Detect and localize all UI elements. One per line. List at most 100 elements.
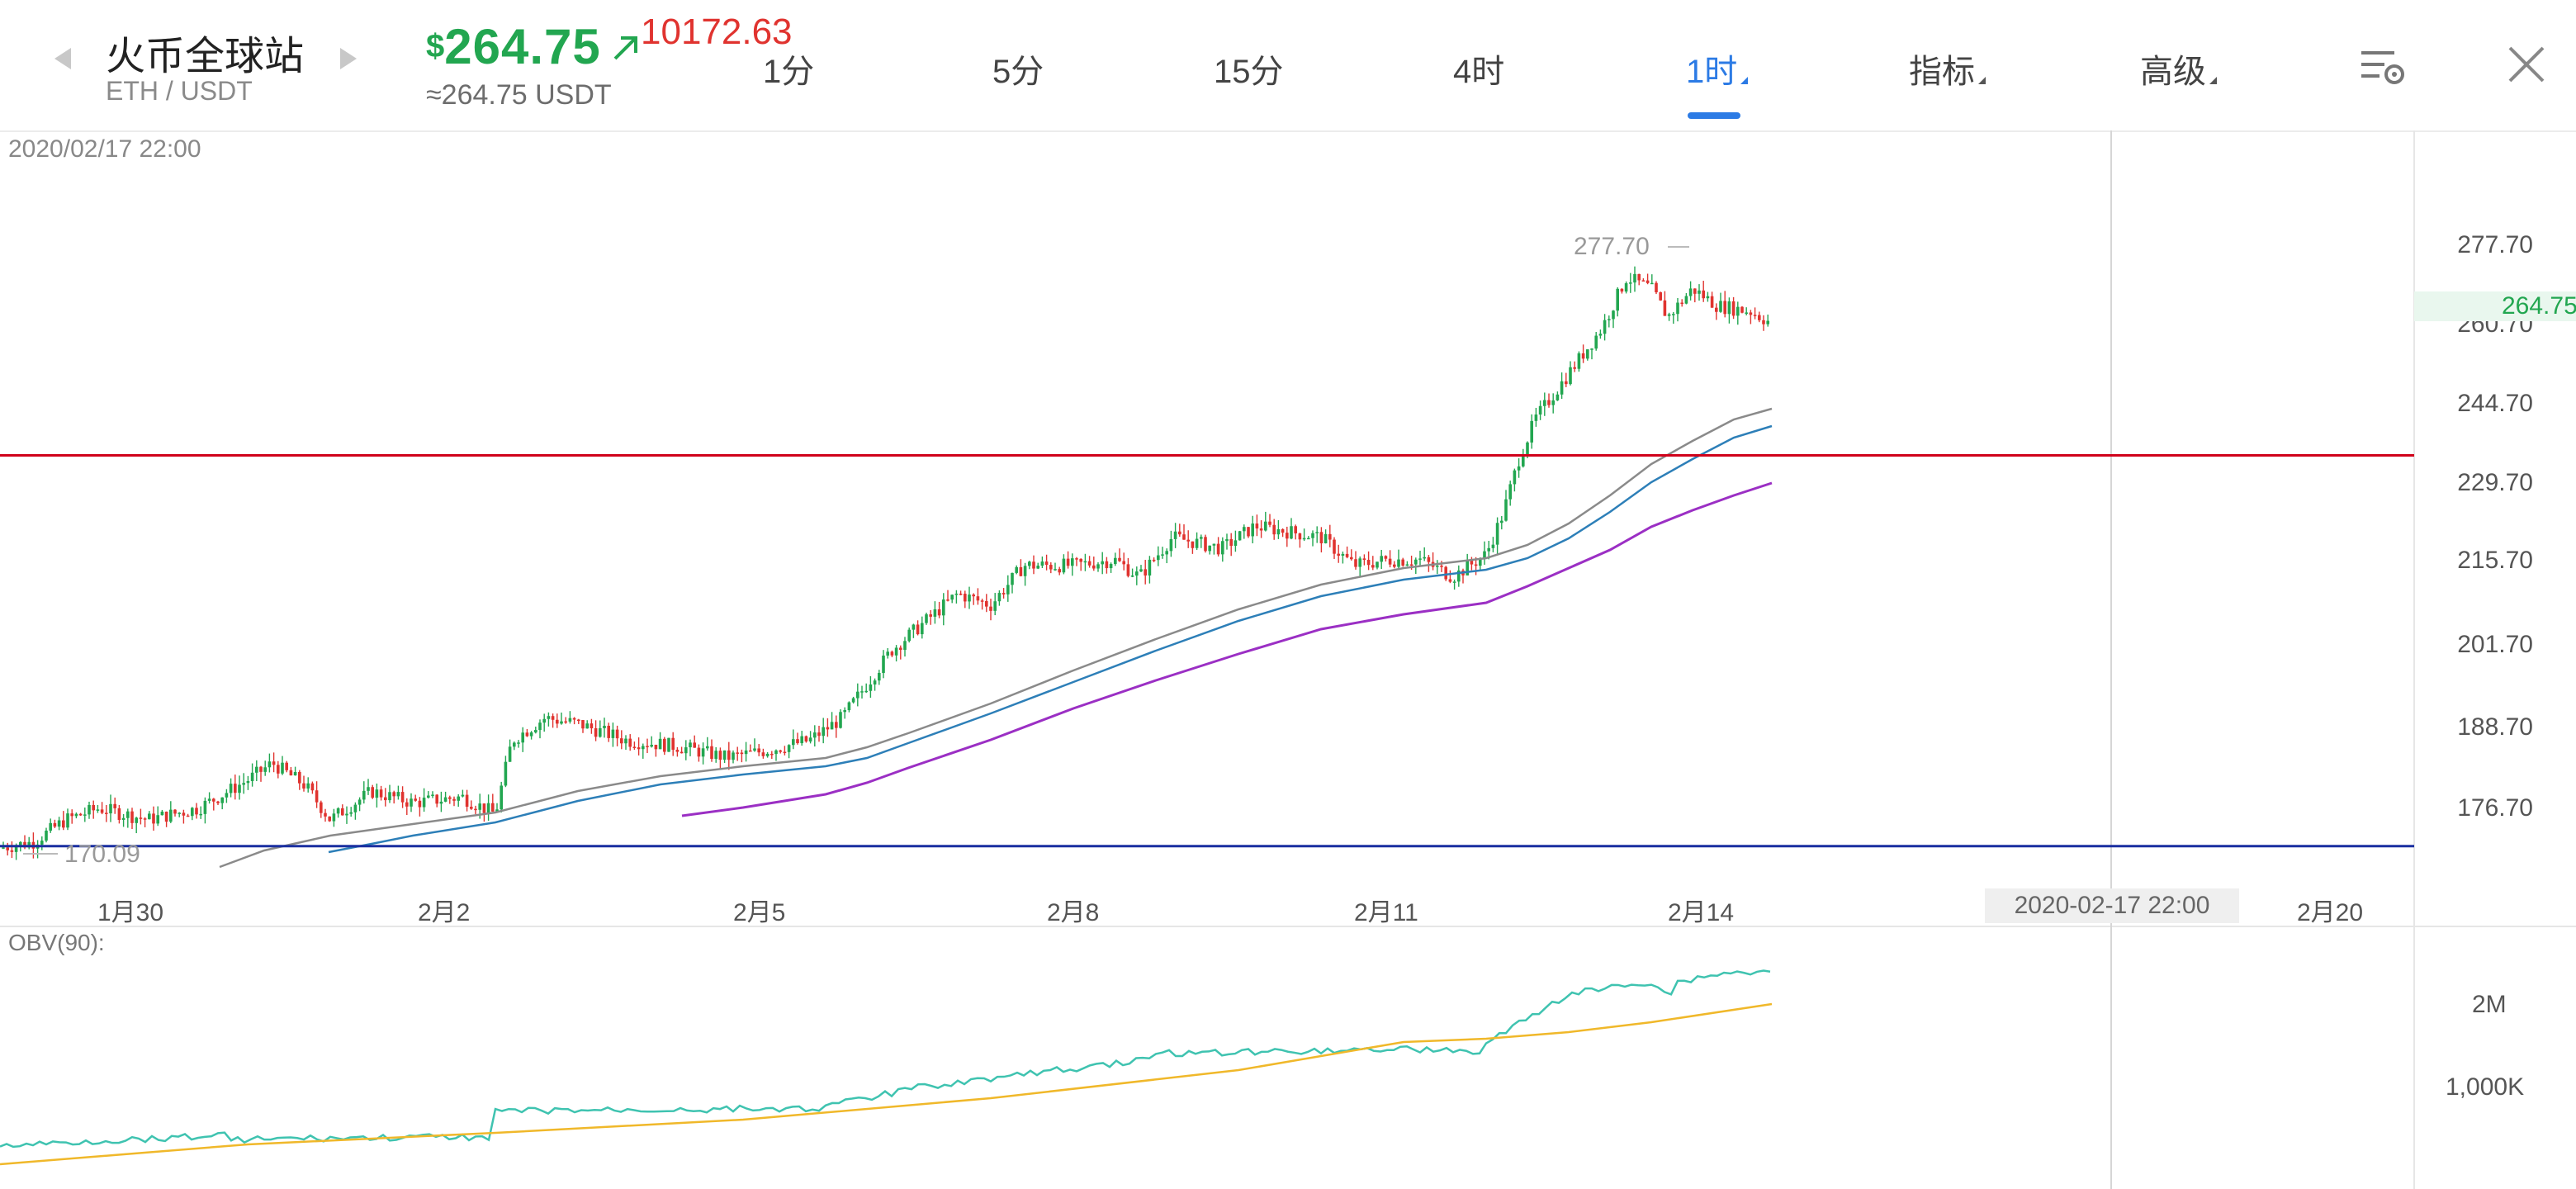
candle-body (1393, 564, 1396, 567)
candle-body (822, 727, 825, 737)
candle-body (1569, 367, 1572, 385)
prev-pair-arrow-icon[interactable] (54, 48, 71, 69)
candle-body (980, 600, 984, 602)
candle-body (804, 736, 808, 741)
approx-price: ≈264.75 USDT (426, 79, 612, 111)
candle-body (800, 736, 803, 744)
candle-body (521, 732, 524, 743)
candle-body (843, 710, 846, 713)
candle-body (1083, 561, 1087, 563)
candle-body (1290, 526, 1293, 539)
candle-body (1135, 571, 1139, 576)
candle-body (1054, 569, 1057, 571)
date-axis-tick: 2月2 (418, 899, 471, 926)
candle-body (689, 742, 692, 748)
candle-body (10, 850, 14, 852)
candle-body (1002, 593, 1006, 594)
tab-4hour[interactable]: 4时 (1453, 45, 1504, 92)
chart-settings-icon[interactable] (2358, 45, 2411, 91)
date-axis-tick: 2月20 (2297, 899, 2364, 926)
next-pair-arrow-icon[interactable] (340, 48, 357, 69)
candle-body (195, 808, 198, 815)
candle-body (1427, 557, 1431, 562)
candle-body (1466, 561, 1469, 576)
candle-body (744, 750, 748, 755)
tab-1hour[interactable]: 1时 (1686, 45, 1749, 92)
header-bar: 火币全球站 ETH / USDT $264.75 10172.63 ≈264.7… (0, 0, 2576, 132)
candle-body (178, 812, 181, 814)
candle-body (1573, 367, 1576, 369)
candle-body (285, 762, 288, 770)
candle-body (345, 813, 348, 816)
candle-body (590, 723, 594, 729)
candle-body (1418, 558, 1422, 560)
candle-body (1178, 531, 1181, 535)
candle-body (478, 803, 481, 810)
price-axis-tick: 188.70 (2457, 713, 2533, 741)
candle-body (27, 841, 31, 848)
candle-body (173, 809, 177, 814)
candle-body (1586, 349, 1589, 359)
tab-advanced[interactable]: 高级 (2140, 45, 2217, 92)
candle-body (1114, 557, 1117, 565)
candle-body (1157, 555, 1160, 561)
candle-body (1620, 288, 1624, 292)
candle-body (1436, 566, 1439, 567)
candle-body (148, 813, 151, 820)
candle-body (886, 651, 889, 656)
candle-body (422, 798, 426, 808)
candle-body (740, 752, 744, 755)
candle-body (263, 767, 267, 772)
candle-body (1243, 527, 1246, 532)
candle-body (560, 721, 563, 724)
candle-body (1474, 564, 1478, 566)
candle-body (443, 797, 447, 802)
candle-body (890, 651, 894, 656)
candle-body (1105, 561, 1109, 569)
candle-body (113, 803, 116, 808)
candle-body (1723, 301, 1726, 315)
candle-body (826, 727, 830, 730)
candle-body (1565, 381, 1568, 385)
candle-body (1745, 312, 1748, 314)
candle-body (461, 794, 465, 797)
candle-body (972, 594, 975, 597)
close-icon[interactable] (2507, 45, 2546, 84)
candle-body (1092, 565, 1096, 569)
candle-body (1448, 579, 1452, 582)
tab-label: 指标 (1909, 54, 1975, 90)
candle-body (1547, 400, 1551, 405)
candle-body (1204, 537, 1207, 552)
tab-5min[interactable]: 5分 (992, 45, 1044, 92)
candle-body (1071, 558, 1074, 566)
candle-body (470, 807, 473, 809)
price-axis-tick: 244.70 (2457, 390, 2533, 417)
candle-body (572, 718, 576, 720)
candle-body (1590, 348, 1593, 350)
tab-15min[interactable]: 15分 (1214, 45, 1284, 92)
candle-body (1341, 553, 1345, 556)
candle-body (1350, 557, 1353, 560)
candle-body (358, 799, 362, 805)
candle-body (310, 783, 315, 791)
candle-body (577, 719, 580, 722)
candle-body (787, 745, 791, 752)
candle-body (701, 748, 705, 757)
candle-body (1161, 554, 1164, 556)
candle-body (1311, 533, 1314, 538)
kline-chart[interactable] (0, 130, 2576, 1189)
candle-body (1208, 545, 1211, 552)
candle-body (255, 766, 258, 773)
candle-body (371, 787, 374, 798)
date-axis-tick: 2月5 (733, 899, 786, 926)
candle-body (414, 798, 417, 801)
candle-body (1333, 539, 1336, 554)
tab-1min[interactable]: 1分 (763, 45, 814, 92)
candle-body (1019, 566, 1023, 576)
dropdown-corner-icon (1740, 77, 1749, 84)
tab-indicators[interactable]: 指标 (1909, 45, 1986, 92)
candle-body (1358, 558, 1361, 567)
candle-body (599, 727, 602, 737)
candle-body (1663, 300, 1667, 316)
candle-body (538, 722, 542, 731)
